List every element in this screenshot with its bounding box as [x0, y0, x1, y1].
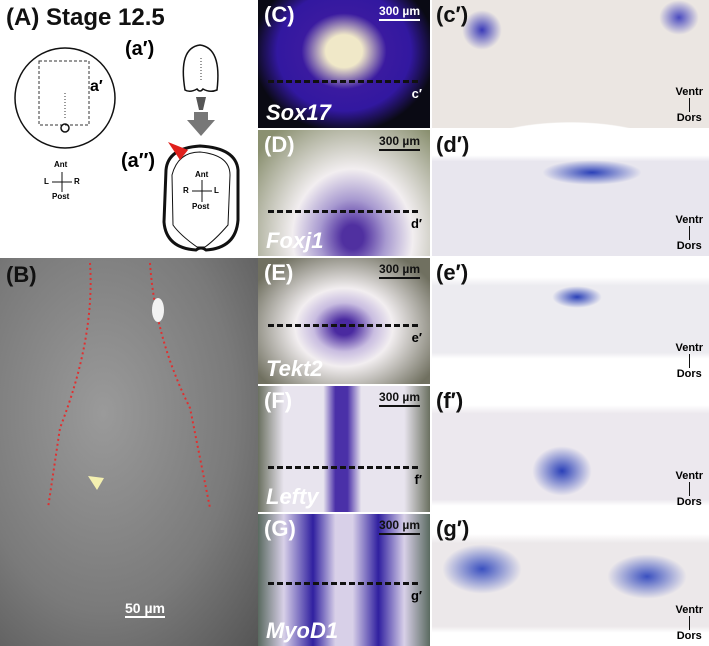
panel-label: (d′): [436, 132, 470, 157]
panel-label: (f′): [436, 388, 464, 413]
gene-label: Tekt2: [266, 356, 323, 381]
box-label: a′: [90, 78, 103, 95]
panel-b-sem-image: (B) 50 µm: [0, 258, 258, 646]
section-e: (e′) Ventr Dors: [432, 258, 709, 384]
panel-label: (g′): [436, 516, 470, 541]
panel-label: (F): [264, 388, 293, 413]
whole-mount-f: (F) 300 µm f′ Lefty: [258, 386, 430, 512]
axis-ant: Ant: [54, 160, 68, 169]
axis2-ant: Ant: [195, 170, 209, 179]
sub-a1-label: (a′): [125, 38, 155, 60]
gene-label: Lefty: [266, 484, 319, 509]
cut-label: e′: [411, 330, 422, 345]
gene-label: Foxj1: [266, 228, 324, 253]
axis2-l: L: [214, 186, 219, 195]
panel-a-label: (A) Stage 12.5: [6, 4, 165, 31]
axis-r: R: [74, 177, 80, 186]
section-f: (f′) Ventr Dors: [432, 386, 709, 512]
orientation-marker: Ventr Dors: [675, 86, 703, 124]
orientation-marker: Ventr Dors: [675, 214, 703, 252]
gene-label: MyoD1: [266, 618, 339, 643]
panel-label: (c′): [436, 2, 469, 27]
scale-bar: 300 µm: [379, 518, 420, 535]
embryo-schematic: [14, 44, 240, 252]
scale-bar: 300 µm: [379, 390, 420, 407]
panel-label: (C): [264, 2, 295, 27]
panel-label: (E): [264, 260, 294, 285]
panel-label: (G): [264, 516, 296, 541]
axis-post: Post: [52, 192, 70, 201]
cut-label: f′: [414, 472, 422, 487]
yellow-arrowhead-icon: [88, 476, 104, 490]
panel-label: (e′): [436, 260, 469, 285]
orientation-marker: Ventr Dors: [675, 470, 703, 508]
section-g: (g′) Ventr Dors: [432, 514, 709, 646]
scale-bar: 300 µm: [379, 4, 420, 21]
scale-bar: 300 µm: [379, 262, 420, 279]
orientation-marker: Ventr Dors: [675, 604, 703, 642]
axis-l: L: [44, 177, 49, 186]
whole-mount-d: (D) 300 µm d′ Foxj1: [258, 130, 430, 256]
gene-label: Sox17: [266, 100, 331, 125]
orientation-marker: Ventr Dors: [675, 342, 703, 380]
section-c: (c′) Ventr Dors: [432, 0, 709, 128]
scale-bar: 300 µm: [379, 134, 420, 151]
section-d: (d′) Ventr Dors: [432, 130, 709, 256]
whole-mount-e: (E) 300 µm e′ Tekt2: [258, 258, 430, 384]
cut-label: g′: [410, 588, 422, 603]
whole-mount-g: (G) 300 µm g′ MyoD1: [258, 514, 430, 646]
cut-label: c′: [411, 86, 422, 101]
sem-overlay: [47, 262, 211, 509]
scale-bar: 50 µm: [125, 600, 165, 618]
sub-a2-label: (a″): [121, 150, 156, 172]
axis2-post: Post: [192, 202, 210, 211]
panel-a-schematic: (A) Stage 12.5 a′ (a′) (a″) Ant L R Post…: [0, 0, 258, 256]
panel-label: (D): [264, 132, 295, 157]
axis2-r: R: [183, 186, 189, 195]
red-arrowhead-icon: [168, 142, 188, 160]
whole-mount-c: (C) 300 µm c′ Sox17: [258, 0, 430, 128]
panel-b-label: (B): [6, 262, 37, 287]
cut-label: d′: [410, 216, 422, 231]
